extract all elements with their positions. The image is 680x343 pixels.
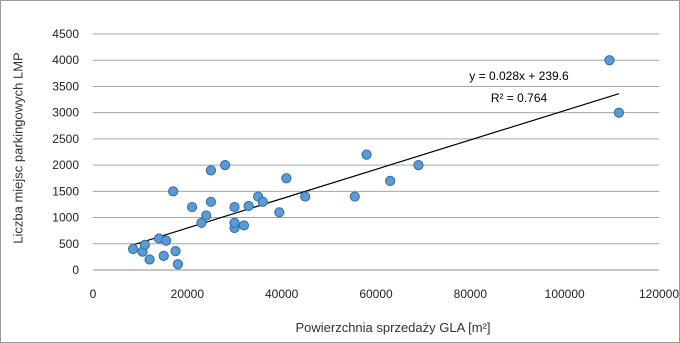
data-point (385, 175, 396, 186)
x-tick-labels: 0 20000 40000 60000 80000 100000 120000 (90, 287, 679, 301)
y-axis-title: Liczba miejsc parkingowych LMP (10, 52, 25, 243)
data-point (229, 217, 240, 228)
y-tick-label: 1000 (52, 211, 79, 225)
y-tick-label: 3500 (52, 79, 79, 93)
y-tick-labels: 0 500 1000 1500 2000 2500 3000 3500 4000 4500 (52, 27, 79, 277)
y-tick-label: 500 (59, 237, 79, 251)
data-point (205, 165, 217, 176)
data-point (158, 250, 169, 261)
data-point (219, 160, 231, 171)
data-point (170, 246, 181, 257)
data-point (361, 149, 372, 160)
y-tick-label: 3000 (52, 106, 79, 120)
y-tick-label: 2500 (52, 132, 79, 146)
y-tick-label: 0 (72, 263, 79, 277)
data-point (300, 191, 311, 202)
data-point (243, 200, 254, 212)
r-squared-label: R² = 0.764 (491, 91, 548, 105)
data-point (274, 207, 285, 218)
data-points (127, 55, 625, 270)
data-point (139, 239, 150, 250)
data-point (186, 201, 198, 213)
x-tick-label: 80000 (454, 287, 488, 301)
x-axis-title: Powierzchnia sprzedaży GLA [m²] (295, 320, 490, 335)
trendline-equation: y = 0.028x + 239.6 (469, 69, 569, 83)
data-point (172, 259, 183, 270)
x-tick-label: 40000 (265, 287, 299, 301)
trendline (132, 93, 620, 246)
data-point (127, 243, 139, 255)
x-tick-label: 0 (90, 287, 97, 301)
trendline-group (132, 93, 620, 246)
data-point (281, 173, 292, 184)
x-tick-label: 60000 (359, 287, 393, 301)
data-point (604, 55, 615, 66)
y-tick-label: 1500 (52, 184, 79, 198)
x-tick-label: 100000 (545, 287, 585, 301)
data-point (144, 254, 155, 265)
y-tick-label: 4500 (52, 27, 79, 41)
data-point (168, 186, 179, 197)
data-point (238, 220, 250, 231)
data-point (613, 107, 625, 118)
gridlines (93, 33, 659, 245)
data-point (257, 196, 268, 207)
data-point (201, 210, 212, 221)
data-point (229, 201, 240, 213)
data-point (205, 196, 217, 207)
x-tick-label: 20000 (171, 287, 205, 301)
x-tick-label: 120000 (639, 287, 679, 301)
data-point (196, 217, 207, 228)
data-point (161, 235, 172, 246)
data-point (413, 160, 424, 171)
y-tick-label: 2000 (52, 158, 79, 172)
y-tick-label: 4000 (52, 53, 79, 67)
data-point (349, 191, 360, 202)
